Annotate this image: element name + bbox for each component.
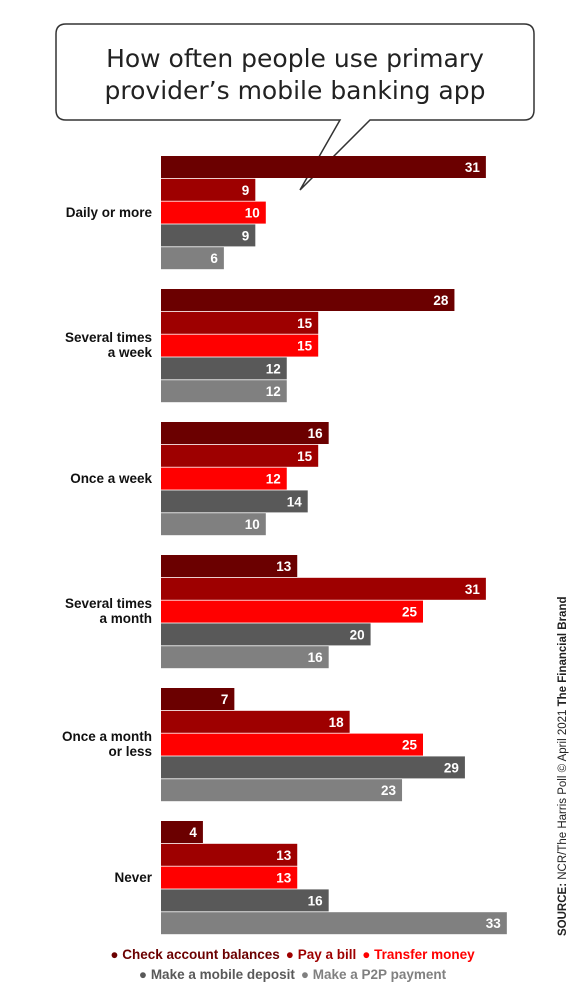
bar-value-label: 15 bbox=[297, 339, 313, 354]
category-label: Several times a month bbox=[64, 596, 152, 626]
bar-value-label: 9 bbox=[242, 228, 250, 243]
bar-value-label: 29 bbox=[444, 760, 459, 775]
category-label: Never bbox=[114, 869, 152, 885]
bar bbox=[161, 178, 256, 201]
bar-value-label: 4 bbox=[189, 825, 197, 840]
bar bbox=[161, 490, 308, 513]
bar bbox=[161, 623, 371, 646]
legend-dot-icon: ● bbox=[300, 967, 313, 982]
speech-bubble bbox=[55, 23, 535, 191]
legend-label: Pay a bill bbox=[297, 947, 357, 962]
bar bbox=[161, 247, 224, 270]
bar bbox=[161, 889, 329, 912]
bar-value-label: 10 bbox=[245, 206, 260, 221]
bar-value-label: 15 bbox=[297, 316, 313, 331]
legend-dot-icon: ● bbox=[285, 947, 298, 962]
legend-label: Make a P2P payment bbox=[312, 967, 447, 982]
bar-value-label: 16 bbox=[308, 426, 324, 441]
bar bbox=[161, 380, 287, 403]
chart-title-line: How often people use primary bbox=[106, 44, 484, 73]
bar-value-label: 33 bbox=[486, 916, 502, 931]
bar-value-label: 28 bbox=[433, 293, 449, 308]
bar bbox=[161, 821, 203, 843]
chart-title: How often people use primary provider’s m… bbox=[56, 30, 534, 120]
bar-value-label: 25 bbox=[402, 738, 418, 753]
bar-value-label: 7 bbox=[221, 692, 229, 707]
legend-row: ● Make a mobile deposit ● Make a P2P paym… bbox=[0, 967, 585, 982]
bar-value-label: 23 bbox=[381, 783, 397, 798]
bar bbox=[161, 467, 287, 490]
bar bbox=[161, 224, 256, 247]
bar-value-label: 12 bbox=[266, 384, 281, 399]
bar-value-label: 14 bbox=[287, 494, 303, 509]
bar bbox=[161, 334, 319, 357]
bar bbox=[161, 710, 350, 733]
bar bbox=[161, 156, 486, 178]
bar-value-label: 10 bbox=[245, 517, 260, 532]
legend-item: ● Make a mobile deposit bbox=[139, 967, 295, 982]
bar-value-label: 9 bbox=[242, 183, 250, 198]
chart-title-line: provider’s mobile banking app bbox=[104, 76, 486, 105]
bar bbox=[161, 843, 298, 866]
bar bbox=[161, 555, 298, 577]
bar-value-label: 31 bbox=[465, 160, 481, 175]
bar bbox=[161, 422, 329, 444]
bar-value-label: 12 bbox=[266, 361, 281, 376]
category-label: Several times a week bbox=[64, 330, 152, 360]
bar bbox=[161, 866, 298, 889]
source-text: NCR/The Harris Poll © April 2021 bbox=[557, 706, 569, 883]
bar bbox=[161, 444, 319, 467]
bar-value-label: 16 bbox=[308, 650, 324, 665]
legend-label: Check account balances bbox=[122, 947, 280, 962]
bar bbox=[161, 513, 266, 536]
legend-label: Make a mobile deposit bbox=[150, 967, 295, 982]
bar-value-label: 13 bbox=[276, 871, 292, 886]
bar-value-label: 31 bbox=[465, 582, 481, 597]
legend-item: ● Pay a bill bbox=[286, 947, 356, 962]
bar-value-label: 13 bbox=[276, 848, 292, 863]
bar bbox=[161, 912, 507, 935]
legend-item: ● Transfer money bbox=[362, 947, 474, 962]
legend-item: ● Check account balances bbox=[110, 947, 279, 962]
bar-value-label: 16 bbox=[308, 893, 324, 908]
category-label: Once a month or less bbox=[61, 729, 152, 759]
category-label: Daily or more bbox=[65, 204, 152, 220]
legend-item: ● Make a P2P payment bbox=[301, 967, 446, 982]
legend-dot-icon: ● bbox=[362, 947, 375, 962]
bar-value-label: 25 bbox=[402, 605, 418, 620]
bar-value-label: 13 bbox=[276, 559, 292, 574]
bar-value-label: 12 bbox=[266, 472, 281, 487]
bar bbox=[161, 646, 329, 669]
bar bbox=[161, 577, 486, 600]
bar bbox=[161, 600, 423, 623]
bar-value-label: 20 bbox=[350, 627, 365, 642]
legend-label: Transfer money bbox=[374, 947, 475, 962]
bar bbox=[161, 779, 403, 802]
bar-value-label: 18 bbox=[329, 715, 345, 730]
bar bbox=[161, 201, 266, 224]
source-note: SOURCE: NCR/The Harris Poll © April 2021… bbox=[557, 596, 569, 936]
source-label: SOURCE: bbox=[557, 882, 569, 936]
bar bbox=[161, 311, 319, 334]
bar bbox=[161, 688, 235, 710]
bar bbox=[161, 733, 423, 756]
bars-layer: 31 9 10 9 6 28 15 15 12 12 16 15 12 14 10 13 31 25 20 16 7 18… bbox=[161, 156, 507, 935]
bar bbox=[161, 756, 465, 779]
legend-row: ● Check account balances ● Pay a bill ● Tr… bbox=[0, 947, 585, 962]
bar-value-label: 15 bbox=[297, 449, 313, 464]
bar-value-label: 6 bbox=[210, 251, 218, 266]
category-label: Once a week bbox=[70, 470, 152, 486]
bar bbox=[161, 357, 287, 380]
legend-dot-icon: ● bbox=[110, 947, 123, 962]
bar bbox=[161, 289, 455, 311]
legend-dot-icon: ● bbox=[138, 967, 151, 982]
source-brand: The Financial Brand bbox=[557, 596, 569, 707]
